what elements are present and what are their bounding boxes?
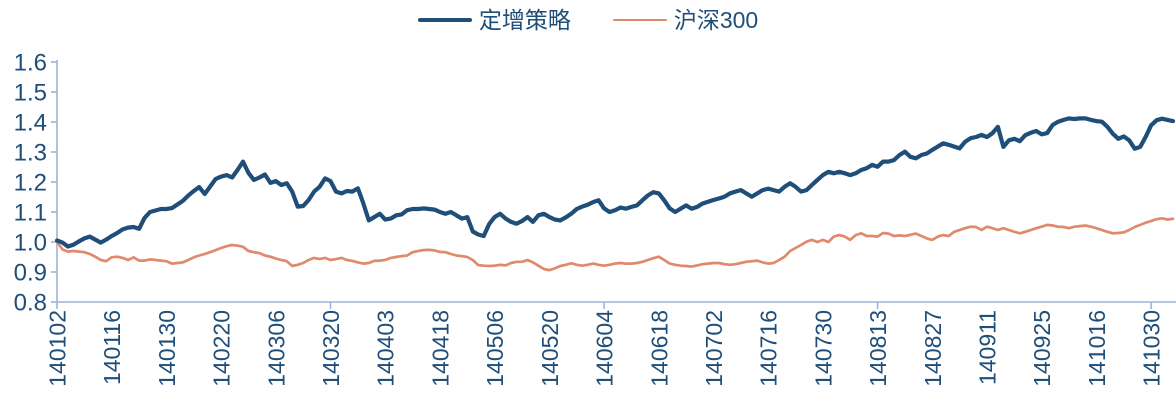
x-tick-label: 140306 xyxy=(263,310,289,387)
y-tick-label: 0.8 xyxy=(14,290,47,317)
legend-label-series-1: 定增策略 xyxy=(478,7,571,33)
y-tick-label: 1.0 xyxy=(14,230,47,257)
legend-item-series-1: 定增策略 xyxy=(417,6,571,34)
x-tick-label: 141016 xyxy=(1084,310,1110,387)
x-tick-label: 140418 xyxy=(427,310,453,387)
x-tick-label: 140220 xyxy=(209,310,235,387)
x-tick-label: 140813 xyxy=(865,310,891,387)
y-tick-label: 1.1 xyxy=(14,200,47,227)
chart-legend: 定增策略 沪深300 xyxy=(0,6,1176,34)
series-line-沪深300 xyxy=(55,216,1175,272)
x-tick-label: 140506 xyxy=(482,310,508,387)
legend-label-series-2: 沪深300 xyxy=(673,7,759,33)
y-tick-label: 1.3 xyxy=(14,140,47,167)
legend-item-series-2: 沪深300 xyxy=(612,6,759,34)
y-tick-label: 0.9 xyxy=(14,260,47,287)
x-tick-label: 140702 xyxy=(701,310,727,387)
x-tick-label: 140911 xyxy=(975,310,1001,385)
x-tick-label: 140130 xyxy=(154,310,180,387)
x-tick-label: 140618 xyxy=(646,310,672,387)
x-tick-label: 140716 xyxy=(756,310,782,387)
x-tick-label: 140827 xyxy=(920,310,946,387)
x-tick-label: 140403 xyxy=(373,310,399,387)
x-tick-label: 140102 xyxy=(45,310,71,387)
x-tick-label: 140604 xyxy=(592,310,618,387)
y-tick-label: 1.6 xyxy=(14,50,47,77)
x-tick-label: 140925 xyxy=(1029,310,1055,387)
x-tick-label: 140730 xyxy=(810,310,836,387)
y-tick-label: 1.5 xyxy=(14,80,47,107)
y-tick-label: 1.2 xyxy=(14,170,47,197)
series-line-定增策略 xyxy=(54,116,1176,249)
legend-line-swatch-orange xyxy=(612,18,667,22)
legend-line-swatch-dark-blue xyxy=(417,17,472,23)
y-tick-label: 1.4 xyxy=(14,110,47,137)
x-tick-label: 141030 xyxy=(1139,310,1165,387)
x-tick-label: 140520 xyxy=(537,310,563,387)
x-tick-label: 140320 xyxy=(318,310,344,387)
x-tick-label: 140116 xyxy=(99,310,125,385)
